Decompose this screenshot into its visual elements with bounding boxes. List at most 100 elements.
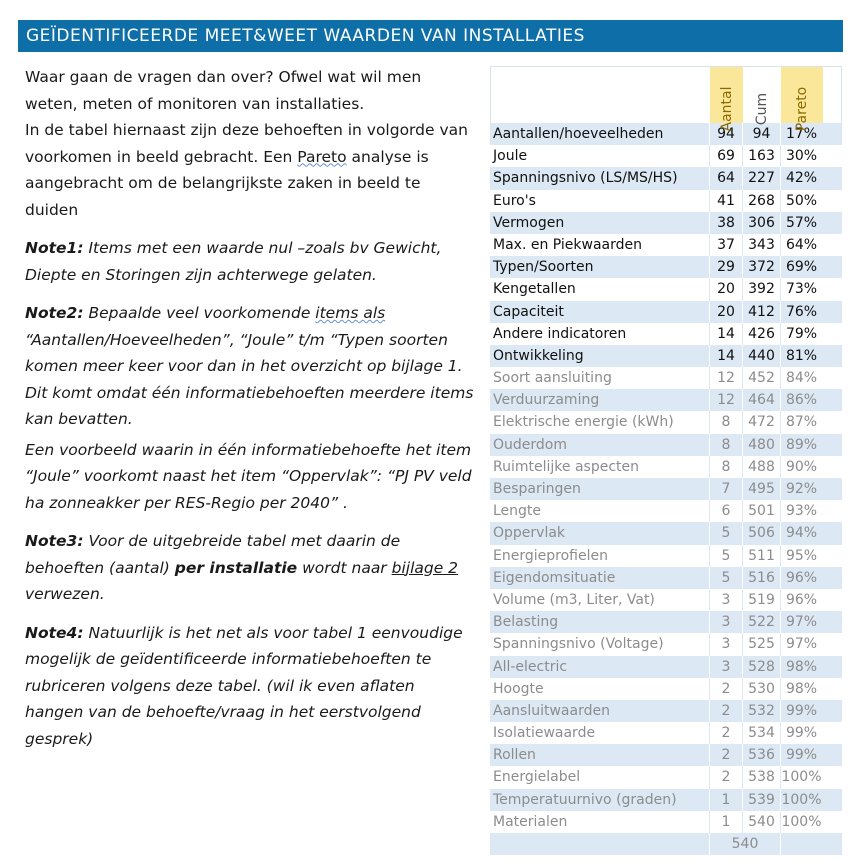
cum-cell: 94 — [742, 123, 780, 146]
pareto-cell: 98% — [780, 655, 822, 678]
item-name-cell: Energielabel — [493, 769, 581, 786]
cum-cell: 268 — [742, 189, 780, 212]
table-row: Capaciteit 20 412 76% — [490, 300, 842, 323]
item-name-cell: Lengte — [493, 503, 542, 520]
table-row: Eigendomsituatie 5 516 96% — [490, 566, 842, 589]
item-name-cell: Soort aansluiting — [493, 370, 612, 387]
cum-cell: 464 — [742, 389, 780, 412]
cum-cell: 511 — [742, 544, 780, 567]
item-name-cell: Hoogte — [493, 680, 544, 697]
note4: Note4: Natuurlijk is het net als voor ta… — [25, 620, 475, 753]
item-name-cell: Belasting — [493, 614, 559, 631]
item-name-cell: Spanningsnivo (LS/MS/HS) — [493, 170, 678, 187]
table-row: Hoogte 2 530 98% — [490, 677, 842, 700]
aantal-cell: 2 — [709, 744, 742, 767]
intro-line-2a: In de tabel hiernaast zijn deze behoefte… — [25, 121, 468, 166]
cum-cell: 536 — [742, 744, 780, 767]
pareto-cell: 100% — [780, 810, 822, 833]
item-name-cell: Kengetallen — [493, 281, 576, 298]
aantal-cell: 14 — [709, 344, 742, 368]
total-empty — [780, 833, 822, 855]
cum-cell: 343 — [742, 233, 780, 257]
intro-line-2b: analyse is aangebracht om de belangrijks… — [25, 147, 429, 219]
table-row: Ouderdom 8 480 89% — [490, 433, 842, 456]
note3-text-b: wordt naar — [297, 558, 392, 577]
cum-cell: 530 — [742, 677, 780, 700]
pareto-cell: 96% — [780, 566, 822, 589]
table-row: Verduurzaming 12 464 86% — [490, 389, 842, 412]
note2-example: Een voorbeeld waarin in één informatiebe… — [25, 437, 475, 517]
header-label-cell — [491, 67, 710, 123]
table-total-row: 540 — [490, 833, 842, 855]
table-row: Lengte 6 501 93% — [490, 500, 842, 523]
note3-text-a: Voor de uitgebreide tabel met daarin de … — [25, 532, 401, 577]
cum-cell: 392 — [742, 278, 780, 301]
table-row: Ruimtelijke aspecten 8 488 90% — [490, 455, 842, 478]
pareto-cell: 42% — [780, 167, 822, 190]
note1-label: Note1: — [25, 239, 84, 257]
item-name-cell: Ruimtelijke aspecten — [493, 458, 639, 475]
section-title: GEÏDENTIFICEERDE MEET&WEET WAARDEN VAN I… — [26, 26, 585, 46]
pareto-cell: 86% — [780, 389, 822, 412]
aantal-cell: 6 — [709, 500, 742, 523]
cum-cell: 506 — [742, 522, 780, 545]
intro-line-1: Waar gaan de vragen dan over? Ofwel wat … — [25, 68, 422, 113]
section-title-bar: GEÏDENTIFICEERDE MEET&WEET WAARDEN VAN I… — [18, 20, 843, 52]
table-row: Andere indicatoren 14 426 79% — [490, 322, 842, 345]
pareto-cell: 99% — [780, 699, 822, 723]
table-row: Volume (m3, Liter, Vat) 3 519 96% — [490, 588, 842, 612]
item-name-cell: Isolatiewaarde — [493, 725, 596, 742]
note2-label: Note2: — [25, 304, 84, 322]
pareto-cell: 97% — [780, 633, 822, 656]
table-row: Temperatuurnivo (graden) 1 539 100% — [490, 788, 842, 811]
item-name-cell: Temperatuurnivo (graden) — [493, 791, 677, 808]
header-pareto: Pareto — [781, 67, 823, 131]
aantal-cell: 2 — [709, 677, 742, 700]
aantal-cell: 64 — [709, 167, 742, 190]
bijlage-2-link[interactable]: bijlage 2 — [391, 558, 459, 577]
pareto-cell: 92% — [780, 478, 822, 501]
table-row: Energieprofielen 5 511 95% — [490, 544, 842, 567]
pareto-cell: 96% — [780, 588, 822, 612]
table-row: Joule 69 163 30% — [490, 145, 842, 168]
aantal-cell: 8 — [709, 411, 742, 434]
aantal-cell: 41 — [709, 189, 742, 212]
aantal-cell: 2 — [709, 766, 742, 789]
table-row: All-electric 3 528 98% — [490, 655, 842, 678]
cum-cell: 412 — [742, 300, 780, 323]
header-pareto-label: Pareto — [794, 86, 810, 132]
aantal-cell: 37 — [709, 233, 742, 257]
pareto-table: Aantal Cum Pareto Aantallen/hoeveelheden… — [490, 66, 842, 855]
table-header: Aantal Cum Pareto — [490, 66, 842, 132]
table-row: Elektrische energie (kWh) 8 472 87% — [490, 411, 842, 434]
aantal-cell: 2 — [709, 722, 742, 745]
cum-cell: 306 — [742, 211, 780, 234]
pareto-cell: 87% — [780, 411, 822, 434]
pareto-cell: 76% — [780, 300, 822, 323]
header-cum-label: Cum — [754, 92, 770, 126]
aantal-cell: 8 — [709, 433, 742, 456]
table-row: Soort aansluiting 12 452 84% — [490, 367, 842, 390]
table-row: Oppervlak 5 506 94% — [490, 522, 842, 545]
aantal-cell: 5 — [709, 566, 742, 589]
pareto-cell: 50% — [780, 189, 822, 212]
aantal-cell: 12 — [709, 389, 742, 412]
pareto-word: Pareto — [297, 147, 347, 166]
note2-items: items als — [315, 304, 386, 322]
table-row: Aansluitwaarden 2 532 99% — [490, 699, 842, 723]
pareto-cell: 30% — [780, 145, 822, 168]
pareto-cell: 89% — [780, 433, 822, 456]
pareto-cell: 97% — [780, 611, 822, 634]
pareto-cell: 93% — [780, 500, 822, 523]
table-row: Max. en Piekwaarden 37 343 64% — [490, 233, 842, 257]
cum-cell: 525 — [742, 633, 780, 656]
aantal-cell: 20 — [709, 278, 742, 301]
table-row: Energielabel 2 538 100% — [490, 766, 842, 789]
item-name-cell: Besparingen — [493, 481, 581, 497]
pareto-cell: 79% — [780, 322, 822, 345]
item-name-cell: Aansluitwaarden — [493, 702, 610, 719]
total-label-cell — [490, 833, 709, 855]
cum-cell: 163 — [742, 145, 780, 168]
aantal-cell: 1 — [709, 788, 742, 811]
aantal-cell: 12 — [709, 367, 742, 390]
